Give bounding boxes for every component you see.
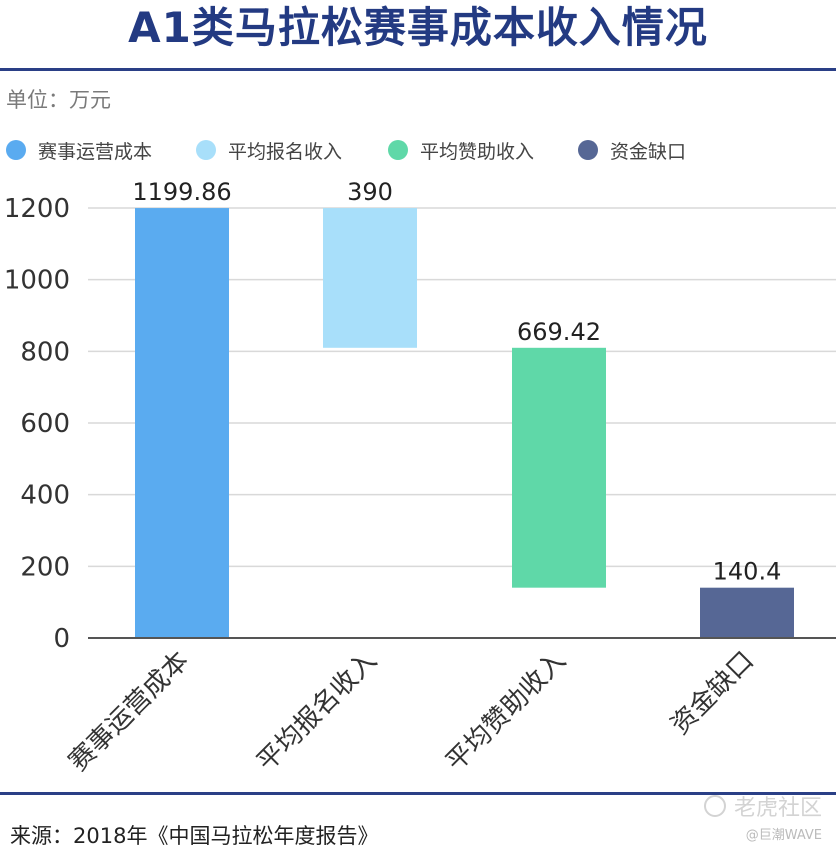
legend-item-sponsorship-income[interactable]: 平均赞助收入 — [388, 136, 534, 164]
y-tick-label: 1000 — [4, 266, 70, 296]
source-note: 来源：2018年《中国马拉松年度报告》 — [10, 824, 379, 848]
bar-4 — [700, 587, 794, 638]
bar-2 — [323, 208, 417, 348]
waterfall-chart: 0 200 400 600 800 1000 1200 1199.86 390 669.42 140… — [4, 178, 836, 778]
unit-label: 单位：万元 — [6, 88, 111, 112]
legend-label: 资金缺口 — [610, 140, 687, 163]
legend-swatch — [388, 140, 408, 160]
x-tick-label: 赛事运营成本 — [63, 646, 195, 778]
data-label: 390 — [347, 178, 393, 206]
watermark-handle: @巨潮WAVE — [745, 828, 822, 843]
bar-3 — [512, 347, 606, 588]
legend-swatch — [196, 140, 216, 160]
x-tick-label: 资金缺口 — [665, 646, 760, 741]
legend-swatch — [578, 140, 598, 160]
legend-swatch — [6, 140, 26, 160]
legend-item-funding-gap[interactable]: 资金缺口 — [578, 136, 686, 164]
y-tick-label: 600 — [20, 409, 70, 439]
legend-label: 平均报名收入 — [228, 140, 343, 163]
legend-label: 赛事运营成本 — [38, 140, 153, 163]
legend-item-registration-income[interactable]: 平均报名收入 — [196, 136, 342, 164]
y-tick-label: 1200 — [4, 194, 70, 224]
x-tick-label: 平均赞助收入 — [440, 646, 572, 778]
data-label: 669.42 — [517, 318, 601, 346]
watermark-text: 老虎社区 — [733, 796, 822, 821]
data-label: 140.4 — [713, 558, 782, 586]
data-label: 1199.86 — [132, 178, 231, 206]
y-tick-label: 800 — [20, 337, 70, 367]
legend-label: 平均赞助收入 — [420, 140, 535, 163]
chart-title: A1类马拉松赛事成本收入情况 — [128, 3, 708, 52]
footer-divider — [0, 792, 836, 795]
y-tick-label: 400 — [20, 481, 70, 511]
title-divider — [0, 68, 836, 71]
watermark-logo-icon — [703, 795, 726, 817]
bar-1 — [135, 208, 229, 638]
watermark: 老虎社区 — [703, 790, 822, 822]
x-tick-label: 平均报名收入 — [251, 646, 383, 778]
y-tick-label: 200 — [20, 552, 70, 582]
legend-item-operating-cost[interactable]: 赛事运营成本 — [6, 136, 152, 164]
y-tick-label: 0 — [53, 624, 70, 654]
